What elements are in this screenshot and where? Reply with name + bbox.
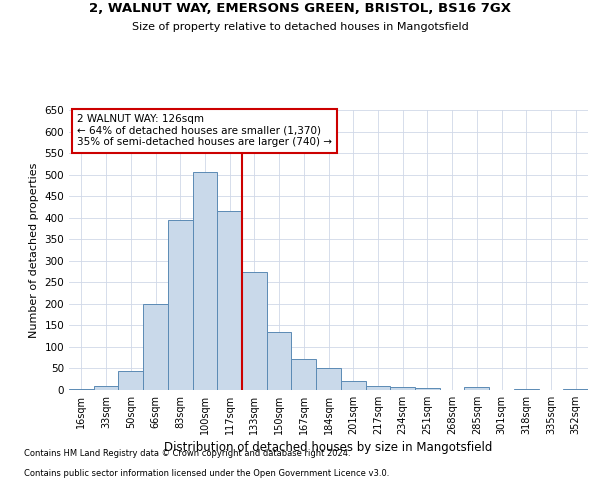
Bar (94, 386, 118, 390)
Text: Contains HM Land Registry data © Crown copyright and database right 2024.: Contains HM Land Registry data © Crown c… (24, 448, 350, 458)
Bar (217, 211, 242, 390)
Text: 2, WALNUT WAY, EMERSONS GREEN, BRISTOL, BS16 7GX: 2, WALNUT WAY, EMERSONS GREEN, BRISTOL, … (89, 2, 511, 16)
X-axis label: Distribution of detached houses by size in Mangotsfield: Distribution of detached houses by size … (164, 441, 493, 454)
Bar (341, 382, 365, 390)
Bar (563, 389, 588, 390)
Bar (316, 368, 341, 390)
Bar (242, 272, 267, 390)
Bar (267, 332, 292, 390)
Bar (390, 386, 415, 390)
Bar (292, 359, 316, 390)
Y-axis label: Number of detached properties: Number of detached properties (29, 162, 39, 338)
Bar (118, 370, 143, 390)
Text: Size of property relative to detached houses in Mangotsfield: Size of property relative to detached ho… (131, 22, 469, 32)
Text: 2 WALNUT WAY: 126sqm
← 64% of detached houses are smaller (1,370)
35% of semi-de: 2 WALNUT WAY: 126sqm ← 64% of detached h… (77, 114, 332, 148)
Bar (69, 388, 94, 390)
Text: Contains public sector information licensed under the Open Government Licence v3: Contains public sector information licen… (24, 468, 389, 477)
Bar (365, 386, 390, 390)
Bar (514, 389, 539, 390)
Bar (143, 304, 168, 390)
Bar (415, 388, 440, 390)
Bar (193, 172, 217, 390)
Bar (464, 387, 489, 390)
Bar (168, 220, 193, 390)
